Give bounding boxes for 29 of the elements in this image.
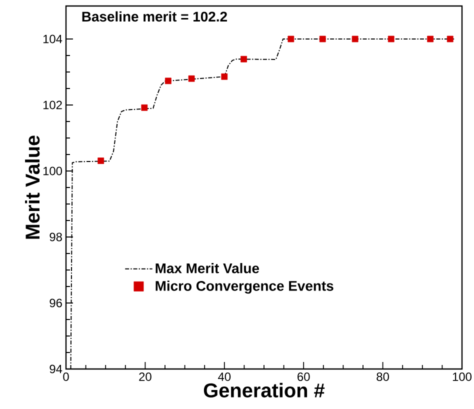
point (240, 56, 247, 62)
x-tick-label: 40 (218, 372, 231, 381)
y-tick-label: 98 (50, 232, 62, 242)
point (427, 36, 434, 42)
point (221, 73, 228, 80)
y-tick-label: 100 (43, 166, 62, 176)
x-tick-label: 0 (63, 372, 69, 381)
y-axis-title: Merit Value (25, 136, 40, 239)
point (288, 36, 294, 42)
y-tick-label: 102 (43, 100, 62, 110)
x-tick-label: 80 (376, 372, 389, 381)
legend-label: Max Merit Value (156, 263, 260, 274)
x-axis-title: Generation # (204, 382, 325, 398)
point (188, 75, 195, 82)
point (388, 36, 394, 42)
annotation: Baseline merit = 102.2 (82, 11, 227, 22)
y-tick-label: 104 (43, 34, 62, 44)
point (141, 104, 148, 111)
y-tick-label: 96 (50, 298, 62, 308)
x-tick-label: 100 (452, 372, 472, 381)
point (164, 78, 172, 84)
x-tick-label: 60 (298, 372, 310, 381)
point (352, 36, 358, 42)
legend-label: Micro Convergence Events (156, 280, 334, 294)
point (98, 158, 104, 164)
point (446, 36, 454, 42)
point (319, 36, 326, 42)
y-tick-label: 94 (50, 364, 62, 374)
x-tick-label: 20 (139, 372, 152, 381)
